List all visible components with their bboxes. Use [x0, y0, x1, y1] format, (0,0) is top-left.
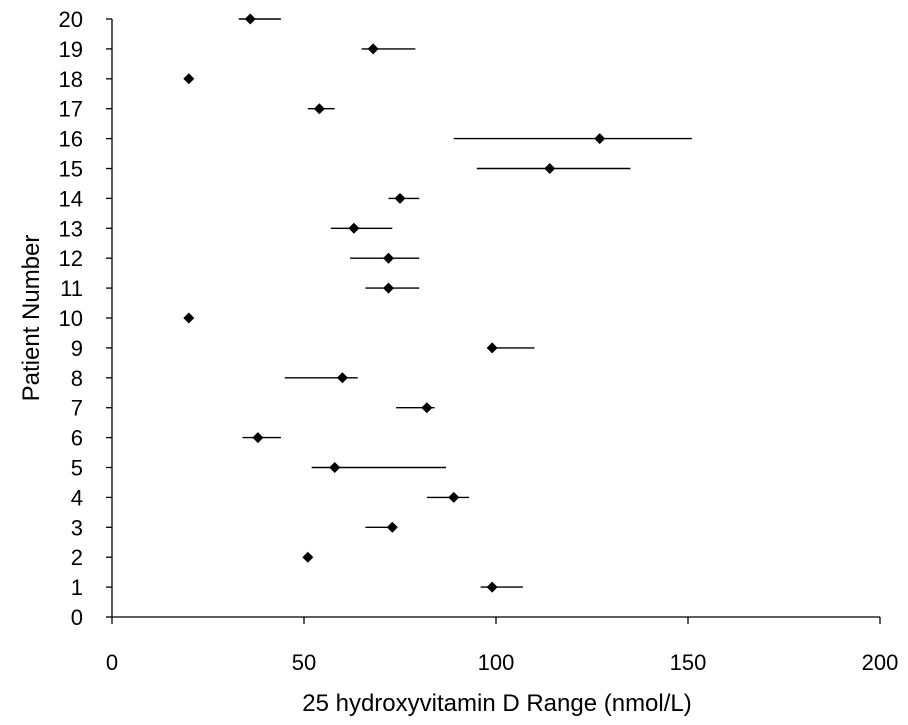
- error-bars: [238, 18, 692, 588]
- x-tick-labels: 0 50 100 150 200: [106, 650, 898, 675]
- y-tick-label: 15: [59, 157, 83, 182]
- y-tick-label: 20: [59, 7, 83, 32]
- x-tick-label: 200: [862, 650, 899, 675]
- y-tick-label: 9: [71, 336, 83, 361]
- data-point-marker: [252, 432, 264, 444]
- y-tick-label: 13: [59, 216, 83, 241]
- data-point-marker: [329, 462, 341, 473]
- y-tick-label: 4: [71, 485, 83, 510]
- axes: [106, 18, 881, 624]
- y-tick-label: 19: [59, 37, 83, 62]
- x-tick-label: 50: [292, 650, 316, 675]
- data-point-marker: [244, 13, 256, 25]
- y-tick-label: 6: [71, 426, 83, 451]
- data-point-marker: [386, 521, 398, 533]
- y-tick-label: 7: [71, 396, 83, 421]
- data-point-marker: [486, 581, 498, 593]
- data-point-marker: [448, 491, 460, 503]
- y-tick-label: 16: [59, 127, 83, 152]
- y-tick-label: 11: [60, 276, 83, 301]
- data-point-marker: [594, 133, 606, 145]
- y-tick-label: 8: [71, 366, 83, 391]
- y-tick-label: 1: [71, 575, 83, 600]
- y-tick-label: 14: [59, 186, 83, 211]
- data-markers: [183, 13, 606, 593]
- data-point-marker: [183, 73, 195, 85]
- data-point-marker: [183, 312, 195, 324]
- y-tick-label: 10: [59, 306, 83, 331]
- y-tick-label: 0: [71, 605, 83, 630]
- data-point-marker: [367, 43, 379, 55]
- x-tick-label: 0: [106, 650, 118, 675]
- data-point-marker: [486, 342, 498, 354]
- data-point-marker: [302, 551, 314, 563]
- data-point-marker: [394, 192, 406, 204]
- y-tick-label: 2: [71, 545, 83, 570]
- y-tick-label: 18: [59, 67, 83, 92]
- y-axis-title: Patient Number: [18, 235, 45, 402]
- data-point-marker: [544, 163, 556, 174]
- y-tick-label: 5: [71, 456, 83, 481]
- data-point-marker: [336, 372, 348, 384]
- data-point-marker: [421, 402, 433, 414]
- x-tick-label: 100: [478, 650, 515, 675]
- y-tick-label: 3: [71, 515, 83, 540]
- y-tick-label: 17: [59, 97, 83, 122]
- data-point-marker: [382, 282, 394, 294]
- x-axis-title: 25 hydroxyvitamin D Range (nmol/L): [302, 690, 692, 717]
- x-tick-label: 150: [670, 650, 707, 675]
- data-point-marker: [382, 252, 394, 264]
- y-tick-label: 12: [59, 246, 83, 271]
- data-point-marker: [313, 103, 325, 115]
- data-point-marker: [348, 222, 360, 234]
